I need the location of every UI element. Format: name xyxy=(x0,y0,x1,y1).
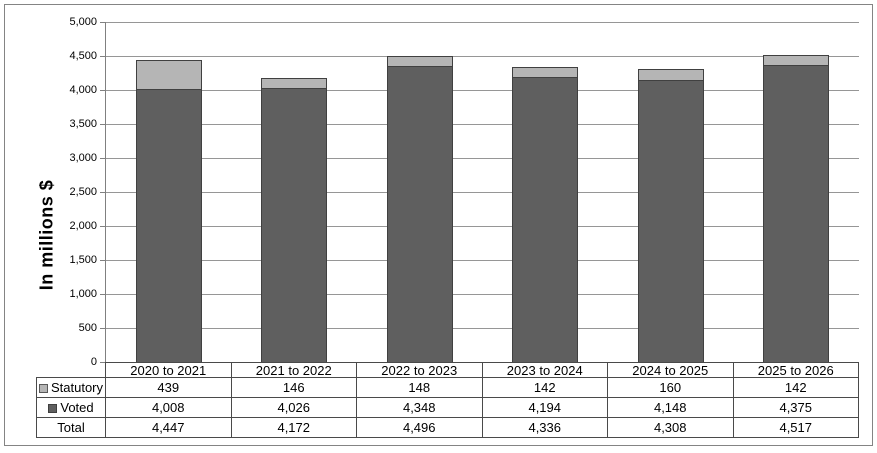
category-label: 2020 to 2021 xyxy=(105,362,232,378)
y-tick-mark xyxy=(100,56,105,57)
y-tick-mark xyxy=(100,158,105,159)
table-row-total: Total 4,447 4,172 4,496 4,336 4,308 4,517 xyxy=(36,417,859,438)
value-cell: 4,336 xyxy=(481,417,608,438)
blank-cell xyxy=(37,363,106,378)
category-row: 2020 to 2021 2021 to 2022 2022 to 2023 2023… xyxy=(37,362,859,378)
bar-segment-voted xyxy=(135,89,202,362)
gridline xyxy=(106,192,859,193)
table-row-statutory: Statutory 439 146 148 142 160 142 xyxy=(36,377,859,398)
bar-segment-voted xyxy=(637,79,704,362)
category-label: 2024 to 2025 xyxy=(607,362,734,378)
y-tick-mark xyxy=(100,124,105,125)
value-cell: 146 xyxy=(230,377,357,398)
y-tick-mark xyxy=(100,294,105,295)
y-tick-mark xyxy=(100,362,105,363)
value-cell: 4,348 xyxy=(356,397,483,418)
y-tick-label: 1,000 xyxy=(69,288,97,300)
y-tick-label: 3,000 xyxy=(69,152,97,164)
y-tick-label: 500 xyxy=(78,322,97,334)
bar-segment-statutory xyxy=(386,56,453,67)
bar-segment-statutory xyxy=(135,59,202,90)
gridline xyxy=(106,294,859,295)
value-cell: 439 xyxy=(105,377,232,398)
y-tick-label: 4,000 xyxy=(69,84,97,96)
category-label: 2023 to 2024 xyxy=(481,362,608,378)
row-header-voted: Voted xyxy=(36,397,106,418)
value-cell: 4,194 xyxy=(481,397,608,418)
y-tick-label: 3,500 xyxy=(69,118,97,130)
legend-swatch-statutory xyxy=(38,384,48,393)
value-cell: 4,148 xyxy=(607,397,734,418)
y-tick-label: 2,500 xyxy=(69,186,97,198)
y-tick-mark xyxy=(100,90,105,91)
legend-swatch-voted xyxy=(48,404,58,413)
bar-segment-voted xyxy=(763,64,830,362)
y-tick-mark xyxy=(100,328,105,329)
bar-segment-voted xyxy=(512,76,579,362)
gridline xyxy=(106,22,859,23)
gridline xyxy=(106,226,859,227)
y-tick-label: 0 xyxy=(90,356,97,368)
value-cell: 142 xyxy=(732,377,859,398)
bar-segment-statutory xyxy=(512,67,579,77)
row-label: Voted xyxy=(60,400,94,415)
y-tick-mark xyxy=(100,22,105,23)
y-tick-mark xyxy=(100,192,105,193)
value-cell: 4,026 xyxy=(230,397,357,418)
bar-segment-statutory xyxy=(763,54,830,65)
value-cell: 4,517 xyxy=(732,417,859,438)
data-table: 2020 to 2021 2021 to 2022 2022 to 2023 2023… xyxy=(36,362,859,438)
y-tick-label: 4,500 xyxy=(69,50,97,62)
bar-segment-statutory xyxy=(261,78,328,89)
value-cell: 4,375 xyxy=(732,397,859,418)
y-tick-label: 1,500 xyxy=(69,254,97,266)
category-label: 2025 to 2026 xyxy=(732,362,859,378)
value-cell: 4,008 xyxy=(105,397,232,418)
value-cell: 142 xyxy=(481,377,608,398)
value-cell: 160 xyxy=(607,377,734,398)
gridline xyxy=(106,124,859,125)
value-cell: 4,308 xyxy=(607,417,734,438)
plot-area xyxy=(105,22,859,362)
gridline xyxy=(106,328,859,329)
bar-segment-voted xyxy=(261,88,328,362)
gridline xyxy=(106,260,859,261)
row-label: Total xyxy=(57,420,85,435)
bar-segment-voted xyxy=(386,66,453,362)
gridline xyxy=(106,90,859,91)
category-label: 2021 to 2022 xyxy=(230,362,357,378)
row-header-statutory: Statutory xyxy=(36,377,106,398)
value-cell: 148 xyxy=(356,377,483,398)
category-label: 2022 to 2023 xyxy=(356,362,483,378)
gridline xyxy=(106,158,859,159)
bar-segment-statutory xyxy=(637,69,704,80)
y-tick-mark xyxy=(100,260,105,261)
row-header-total: Total xyxy=(36,417,106,438)
y-tick-label: 2,000 xyxy=(69,220,97,232)
y-tick-label: 5,000 xyxy=(69,16,97,28)
gridline xyxy=(106,56,859,57)
y-tick-mark xyxy=(100,226,105,227)
value-cell: 4,447 xyxy=(105,417,232,438)
value-cell: 4,172 xyxy=(230,417,357,438)
table-row-voted: Voted 4,008 4,026 4,348 4,194 4,148 4,375 xyxy=(36,397,859,418)
value-cell: 4,496 xyxy=(356,417,483,438)
row-label: Statutory xyxy=(50,380,104,395)
